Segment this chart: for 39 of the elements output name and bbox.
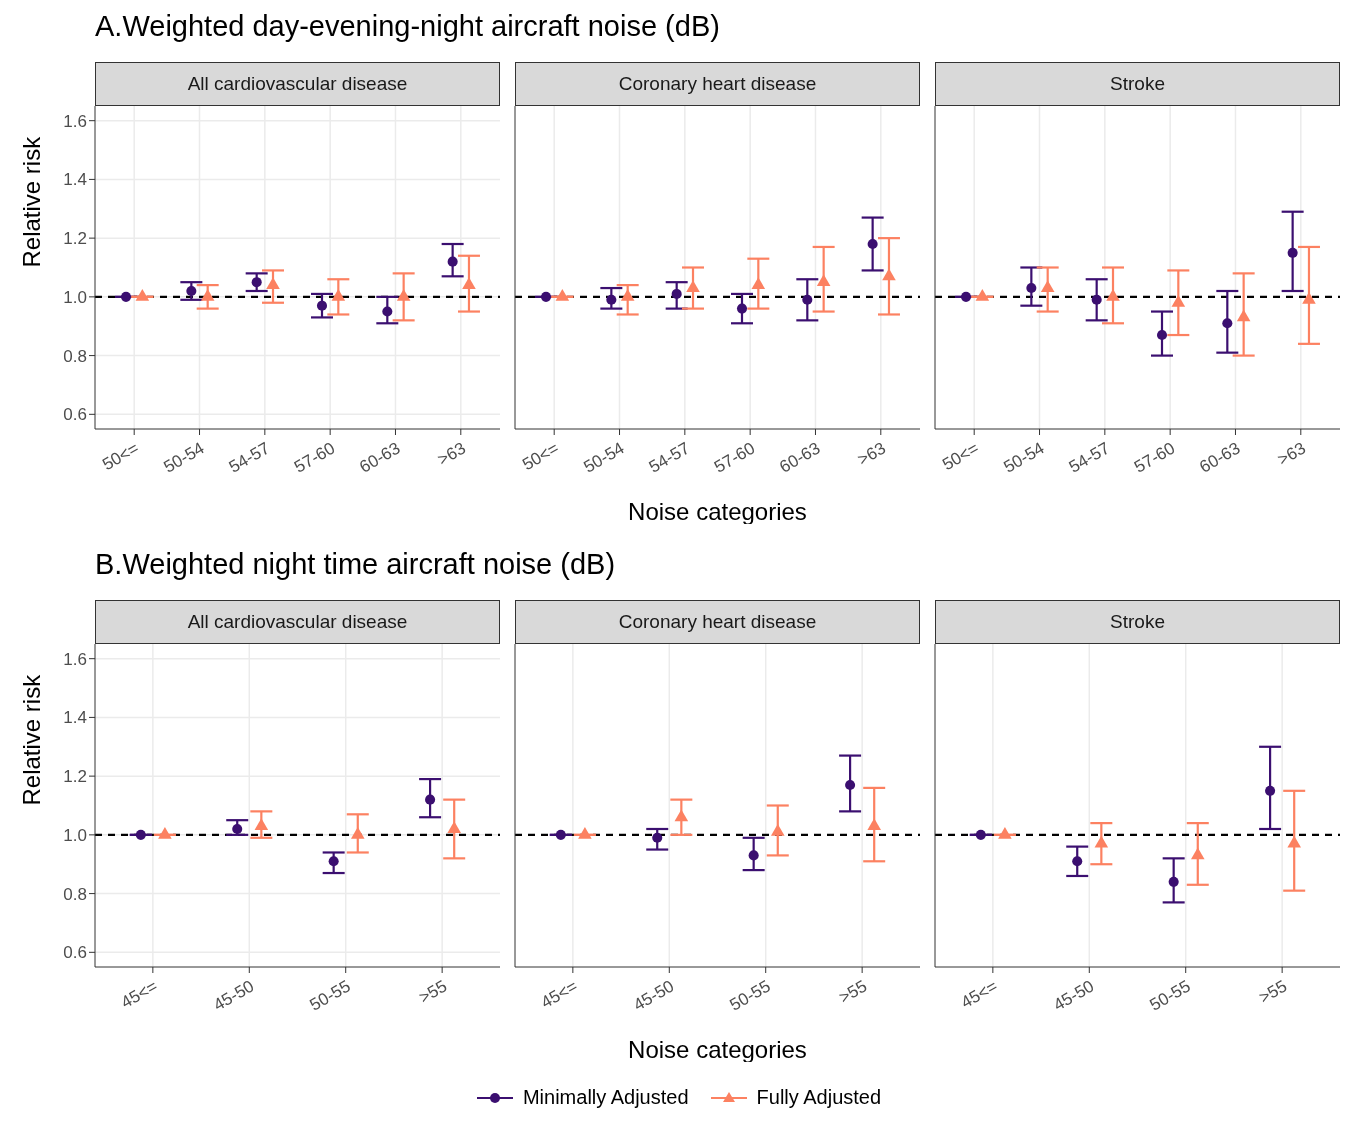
chart-title: Coronary heart disease (515, 62, 920, 106)
y-tick-label: 0.6 (63, 405, 87, 425)
y-tick-label: 1.2 (63, 229, 87, 249)
legend-label: Minimally Adjusted (522, 1086, 689, 1109)
x-tick-label: 45<= (957, 976, 1001, 1013)
y-tick-label: 1.4 (63, 170, 87, 190)
x-tick-label: 50<= (519, 438, 563, 475)
chart-title: Coronary heart disease (515, 600, 920, 644)
y-tick-label: 1.6 (63, 649, 87, 669)
chart-title: Stroke (935, 600, 1340, 644)
x-tick-label: 50<= (99, 438, 143, 475)
x-tick-label: 45-50 (630, 976, 678, 1015)
x-tick-label: 45-50 (1050, 976, 1098, 1015)
x-tick-label: >55 (835, 976, 871, 1008)
y-tick-label: 1.4 (63, 708, 87, 728)
y-tick-label: 0.8 (63, 346, 87, 366)
chart-title: All cardiovascular disease (95, 62, 500, 106)
x-tick-label: 45<= (537, 976, 581, 1013)
x-tick-label: >55 (415, 976, 451, 1008)
y-tick-label: 0.8 (63, 884, 87, 904)
x-tick-label: 45<= (117, 976, 161, 1013)
y-tick-label: 1.6 (63, 111, 87, 131)
y-tick-label: 1.0 (63, 287, 87, 307)
chart-title: Stroke (935, 62, 1340, 106)
y-axis-title: Relative risk (17, 135, 45, 268)
x-tick-label: >63 (434, 438, 469, 470)
x-tick-label: 50<= (939, 438, 983, 475)
chart-subtitle: A.Weighted day-evening-night aircraft noise (dB) (95, 10, 720, 43)
y-axis-title: Relative risk (17, 673, 45, 806)
x-tick-label: >55 (1255, 976, 1291, 1008)
y-tick-label: 0.6 (63, 943, 87, 963)
x-tick-label: >63 (1274, 438, 1309, 470)
x-tick-label: 45-50 (210, 976, 258, 1015)
legend-label: Fully Adjusted (756, 1086, 882, 1109)
chart-subtitle: B.Weighted night time aircraft noise (dB) (95, 548, 616, 581)
x-tick-label: >63 (854, 438, 889, 470)
y-tick-label: 1.0 (63, 825, 87, 845)
chart-title: All cardiovascular disease (95, 600, 500, 644)
y-tick-label: 1.2 (63, 767, 87, 787)
